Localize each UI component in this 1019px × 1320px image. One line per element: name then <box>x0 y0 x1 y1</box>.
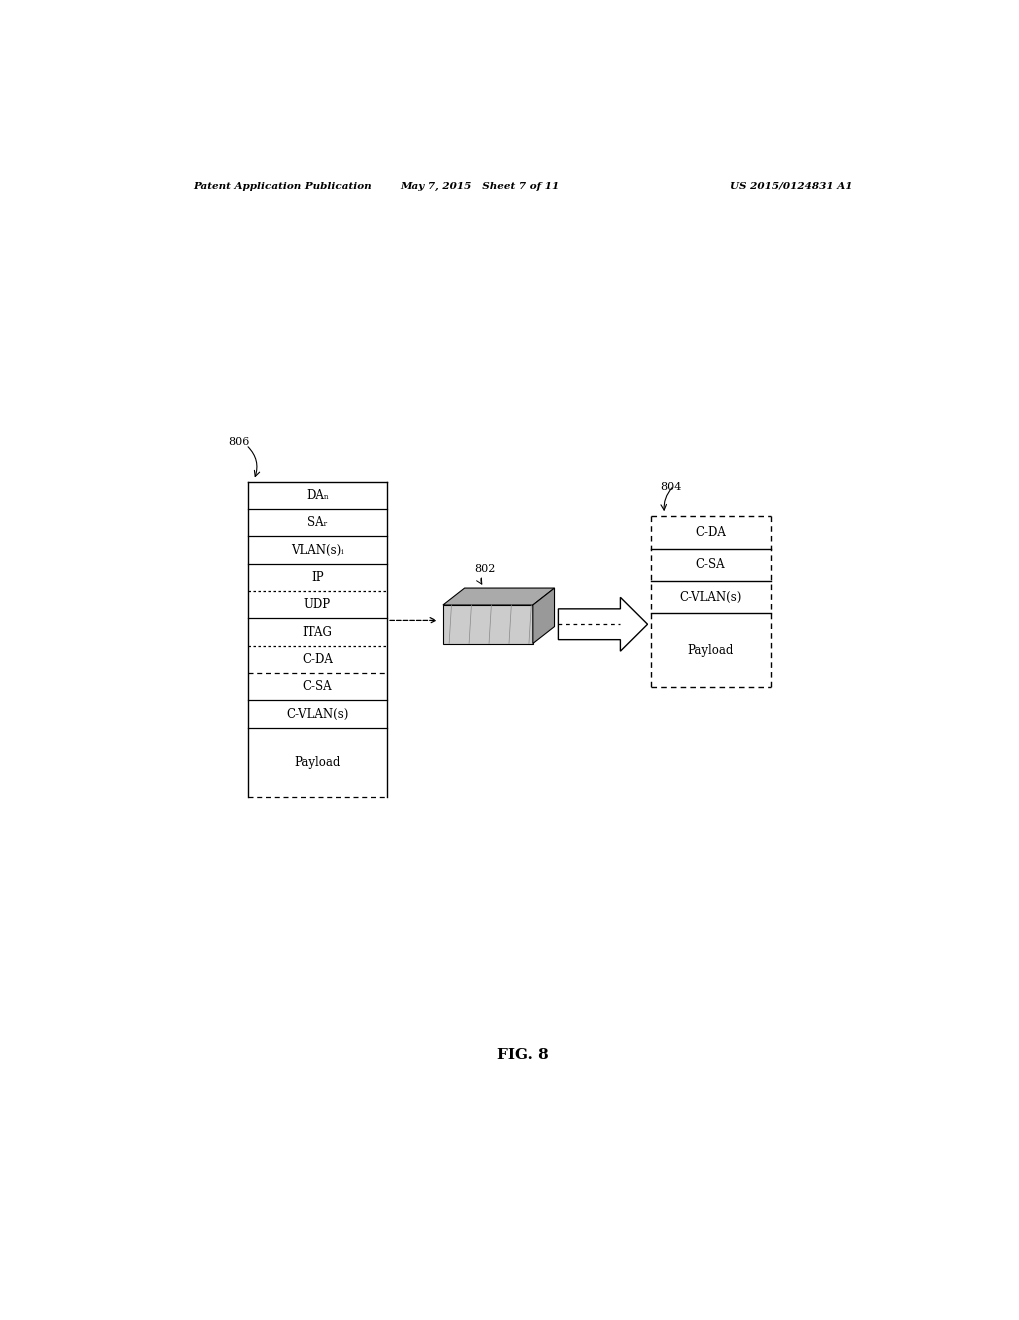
Text: C-DA: C-DA <box>695 527 726 539</box>
Text: C-VLAN(s): C-VLAN(s) <box>679 591 741 603</box>
Polygon shape <box>442 605 532 644</box>
Text: ITAG: ITAG <box>303 626 332 639</box>
Text: Patent Application Publication: Patent Application Publication <box>194 182 372 190</box>
Text: C-SA: C-SA <box>303 680 332 693</box>
Text: DAₙ: DAₙ <box>306 488 328 502</box>
Text: 802: 802 <box>474 564 495 574</box>
Text: May 7, 2015   Sheet 7 of 11: May 7, 2015 Sheet 7 of 11 <box>400 182 559 190</box>
Text: C-DA: C-DA <box>302 653 332 667</box>
Text: C-VLAN(s): C-VLAN(s) <box>286 708 348 721</box>
Text: 804: 804 <box>659 482 681 492</box>
Text: FIG. 8: FIG. 8 <box>496 1048 548 1063</box>
Text: 806: 806 <box>228 437 250 447</box>
Text: IP: IP <box>311 572 323 583</box>
Text: Payload: Payload <box>687 644 733 656</box>
Text: US 2015/0124831 A1: US 2015/0124831 A1 <box>729 182 851 190</box>
Text: SAᵣ: SAᵣ <box>307 516 327 529</box>
Text: C-SA: C-SA <box>695 558 725 572</box>
Polygon shape <box>532 589 554 644</box>
Polygon shape <box>442 589 554 605</box>
Text: VLAN(s)ᵢ: VLAN(s)ᵢ <box>290 544 343 557</box>
Text: UDP: UDP <box>304 598 330 611</box>
Text: Payload: Payload <box>293 756 340 770</box>
Polygon shape <box>557 598 647 651</box>
